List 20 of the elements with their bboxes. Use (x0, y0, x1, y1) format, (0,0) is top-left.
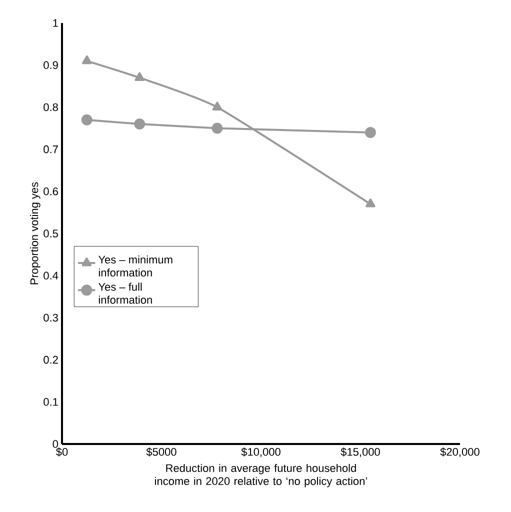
y-tick-label: 0.9 (44, 61, 58, 69)
y-tick-label: 0.4 (44, 272, 58, 280)
x-tick-label: $15,000 (340, 448, 380, 458)
y-axis-title: Proportion voting yes (30, 182, 40, 284)
y-tick-label: 0.6 (44, 188, 58, 196)
y-tick-label: 0.7 (44, 145, 58, 154)
y-tick-label: 0.8 (44, 103, 58, 112)
y-tick-label: 0.3 (44, 314, 58, 322)
legend-label: Yes – full information (98, 282, 152, 304)
x-tick-label: $10,000 (241, 448, 280, 458)
x-tick-label: $5000 (146, 448, 176, 456)
y-tick-label: 0.5 (44, 230, 58, 238)
x-tick-label: $0 (56, 448, 68, 456)
y-tick-label: 0 (52, 440, 58, 448)
y-tick-label: 0.2 (44, 356, 58, 364)
y-tick-label: 1 (53, 19, 58, 27)
y-tick-label: 0.1 (44, 398, 58, 406)
x-tick-label: $20,000 (440, 448, 480, 458)
legend-label: Yes – minimum information (98, 255, 172, 277)
x-axis-title: Reduction in average future household income in 2020 relative to ‘no policy action’ (155, 464, 367, 488)
